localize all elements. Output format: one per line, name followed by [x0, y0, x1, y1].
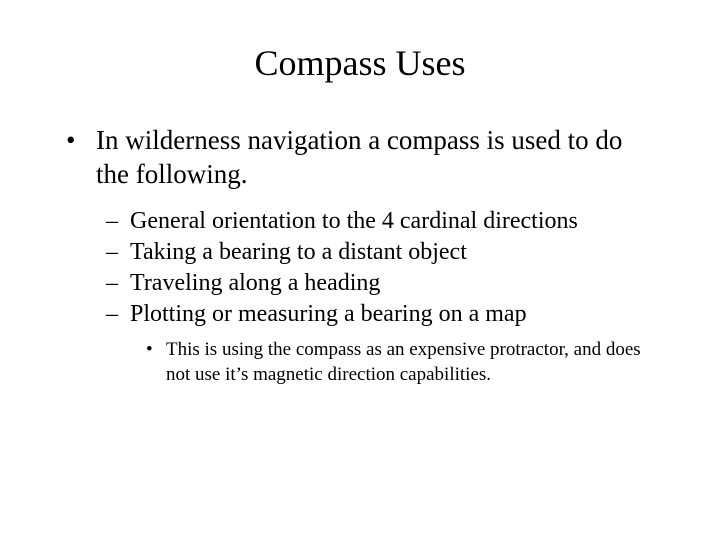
bullet-level3-group: This is using the compass as an expensiv…: [62, 338, 658, 387]
disc-bullet-icon: [146, 338, 166, 387]
bullet-level3-item: This is using the compass as an expensiv…: [146, 338, 658, 387]
bullet-level2-group: General orientation to the 4 cardinal di…: [62, 206, 658, 331]
bullet-level2-item: Traveling along a heading: [106, 268, 658, 299]
slide-body: In wilderness navigation a compass is us…: [0, 124, 720, 387]
slide: Compass Uses In wilderness navigation a …: [0, 0, 720, 540]
bullet-level2-text: Taking a bearing to a distant object: [130, 237, 658, 268]
bullet-level2-item: Plotting or measuring a bearing on a map: [106, 299, 658, 330]
bullet-level2-text: Plotting or measuring a bearing on a map: [130, 299, 658, 330]
dash-bullet-icon: [106, 206, 130, 237]
bullet-level1: In wilderness navigation a compass is us…: [62, 124, 658, 192]
bullet-level1-text: In wilderness navigation a compass is us…: [96, 124, 658, 192]
bullet-level2-text: Traveling along a heading: [130, 268, 658, 299]
dash-bullet-icon: [106, 299, 130, 330]
dash-bullet-icon: [106, 268, 130, 299]
bullet-level2-item: Taking a bearing to a distant object: [106, 237, 658, 268]
slide-title: Compass Uses: [0, 0, 720, 124]
bullet-level2-item: General orientation to the 4 cardinal di…: [106, 206, 658, 237]
dash-bullet-icon: [106, 237, 130, 268]
bullet-level3-text: This is using the compass as an expensiv…: [166, 338, 658, 387]
disc-bullet-icon: [62, 124, 96, 192]
bullet-level2-text: General orientation to the 4 cardinal di…: [130, 206, 658, 237]
